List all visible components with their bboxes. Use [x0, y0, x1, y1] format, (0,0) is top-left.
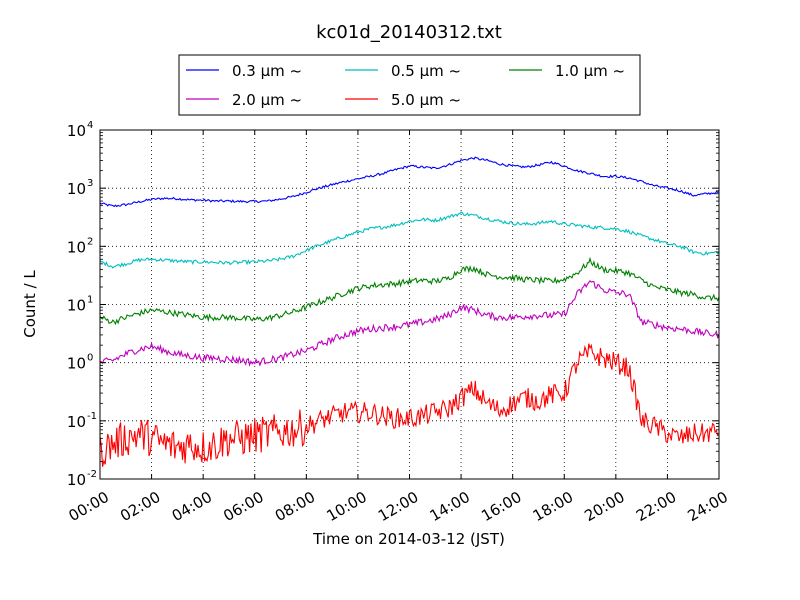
legend-label-1: 0.3 μm ~ — [232, 62, 302, 80]
series-line-2 — [99, 211, 720, 269]
series-line-4 — [99, 279, 720, 367]
x-axis-label: Time on 2014-03-12 (JST) — [312, 530, 505, 548]
series-line-5 — [99, 343, 720, 467]
y-tick-exponent: 1 — [87, 295, 93, 306]
legend: 0.3 μm ~ 0.5 μm ~ 1.0 μm ~ 2.0 μm ~ 5.0 μm ~ — [178, 54, 641, 116]
y-tick-label: 10 — [67, 471, 86, 489]
y-tick-exponent: -1 — [87, 411, 97, 422]
legend-label-4: 2.0 μm ~ — [232, 91, 302, 109]
y-tick-label: 10 — [67, 297, 86, 315]
legend-label-5: 5.0 μm ~ — [391, 91, 461, 109]
chart-title: kc01d_20140312.txt — [316, 22, 502, 43]
legend-box — [178, 54, 641, 116]
y-tick-label: 10 — [67, 180, 86, 198]
series-line-3 — [99, 256, 720, 326]
y-tick-label: 10 — [67, 355, 86, 373]
legend-label-3: 1.0 μm ~ — [555, 62, 625, 80]
series-group — [99, 156, 720, 467]
y-tick-exponent: 2 — [87, 236, 93, 247]
series-line-1 — [99, 156, 720, 208]
y-tick-exponent: 0 — [87, 353, 93, 364]
y-tick-exponent: 4 — [87, 120, 93, 131]
y-tick-exponent: -2 — [87, 469, 97, 480]
y-tick-label: 10 — [67, 122, 86, 140]
y-axis-label: Count / L — [21, 270, 39, 338]
y-tick-exponent: 3 — [87, 178, 93, 189]
y-tick-label: 10 — [67, 238, 86, 256]
legend-label-2: 0.5 μm ~ — [391, 62, 461, 80]
y-tick-label: 10 — [67, 413, 86, 431]
